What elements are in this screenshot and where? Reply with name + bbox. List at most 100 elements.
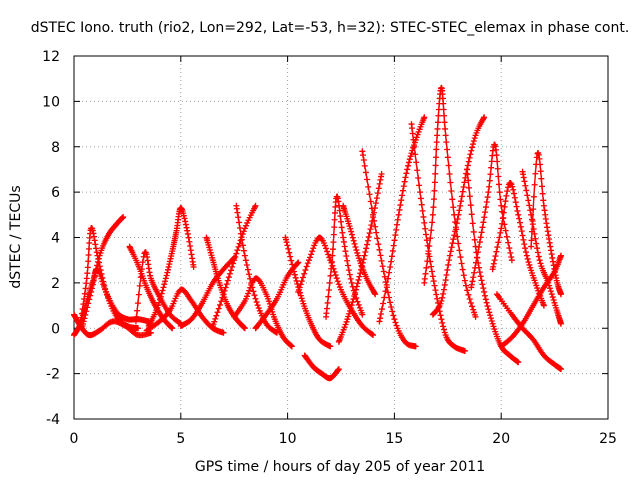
- data-point: [371, 217, 378, 224]
- data-point: [244, 219, 251, 226]
- data-point: [324, 299, 331, 306]
- data-point: [91, 237, 98, 244]
- data-point: [184, 230, 191, 237]
- data-point: [370, 211, 377, 218]
- data-point: [499, 215, 506, 222]
- data-point: [335, 281, 342, 288]
- data-point: [550, 296, 557, 303]
- data-point: [348, 279, 355, 286]
- data-point: [466, 154, 473, 161]
- data-point: [357, 270, 364, 277]
- data-point: [437, 300, 444, 307]
- data-point: [94, 258, 101, 265]
- data-point: [468, 147, 475, 154]
- data-point: [375, 241, 382, 248]
- data-point: [438, 316, 445, 323]
- data-point: [456, 247, 463, 254]
- data-point: [434, 125, 441, 132]
- data-point: [478, 277, 485, 284]
- data-point: [331, 216, 338, 223]
- data-point: [331, 209, 338, 216]
- data-point: [548, 291, 555, 298]
- data-point: [488, 317, 495, 324]
- data-point: [465, 177, 472, 184]
- data-point: [533, 240, 540, 247]
- data-point: [214, 309, 221, 316]
- series-8: [143, 286, 227, 336]
- data-point: [396, 206, 403, 213]
- data-point: [438, 298, 445, 305]
- data-point: [156, 299, 163, 306]
- data-point: [482, 209, 489, 216]
- data-point: [485, 306, 492, 313]
- data-point: [495, 173, 502, 180]
- data-point: [442, 132, 449, 139]
- series-18: [323, 193, 366, 320]
- data-point: [231, 257, 238, 264]
- data-point: [342, 248, 349, 255]
- data-point: [250, 288, 257, 295]
- data-point: [289, 261, 296, 268]
- data-point: [496, 189, 503, 196]
- data-point: [297, 281, 304, 288]
- data-point: [414, 131, 421, 138]
- data-point: [345, 267, 352, 274]
- data-point: [490, 260, 497, 267]
- data-point: [480, 219, 487, 226]
- data-point: [424, 258, 431, 265]
- data-point: [466, 295, 473, 302]
- data-point: [423, 231, 430, 238]
- data-point: [528, 237, 535, 244]
- data-point: [446, 257, 453, 264]
- data-point: [499, 220, 506, 227]
- data-point: [341, 324, 348, 331]
- data-point: [335, 366, 342, 373]
- data-point: [377, 252, 384, 259]
- data-point: [290, 265, 297, 272]
- data-point: [434, 119, 441, 126]
- data-point: [346, 271, 353, 278]
- data-point: [361, 162, 368, 169]
- data-point: [93, 245, 100, 252]
- data-point: [449, 240, 456, 247]
- data-point: [339, 229, 346, 236]
- data-point: [473, 259, 480, 266]
- data-point: [351, 292, 358, 299]
- data-point: [485, 189, 492, 196]
- data-point: [162, 275, 169, 282]
- data-point: [417, 189, 424, 196]
- data-point: [506, 245, 513, 252]
- data-point: [470, 274, 477, 281]
- data-point: [159, 287, 166, 294]
- data-point: [241, 252, 248, 259]
- data-point: [498, 225, 505, 232]
- data-point: [446, 170, 453, 177]
- data-point: [458, 260, 465, 267]
- data-point: [370, 332, 377, 339]
- data-point: [180, 212, 187, 219]
- data-point: [86, 296, 93, 303]
- data-point: [486, 309, 493, 316]
- data-point: [497, 196, 504, 203]
- data-point: [244, 266, 251, 273]
- y-tick-label: 6: [51, 185, 60, 201]
- data-point: [457, 202, 464, 209]
- data-point: [343, 252, 350, 259]
- data-point: [440, 326, 447, 333]
- data-point: [93, 249, 100, 256]
- data-point: [454, 233, 461, 240]
- data-point: [467, 299, 474, 306]
- data-point: [411, 143, 418, 150]
- data-point: [467, 151, 474, 158]
- data-point: [359, 152, 366, 159]
- data-point: [83, 275, 90, 282]
- data-point: [377, 315, 384, 322]
- data-point: [433, 291, 440, 298]
- data-point: [389, 247, 396, 254]
- data-point: [537, 168, 544, 175]
- data-point: [135, 291, 142, 298]
- data-point: [337, 213, 344, 220]
- data-point: [476, 269, 483, 276]
- series-21: [359, 148, 419, 350]
- data-point: [236, 225, 243, 231]
